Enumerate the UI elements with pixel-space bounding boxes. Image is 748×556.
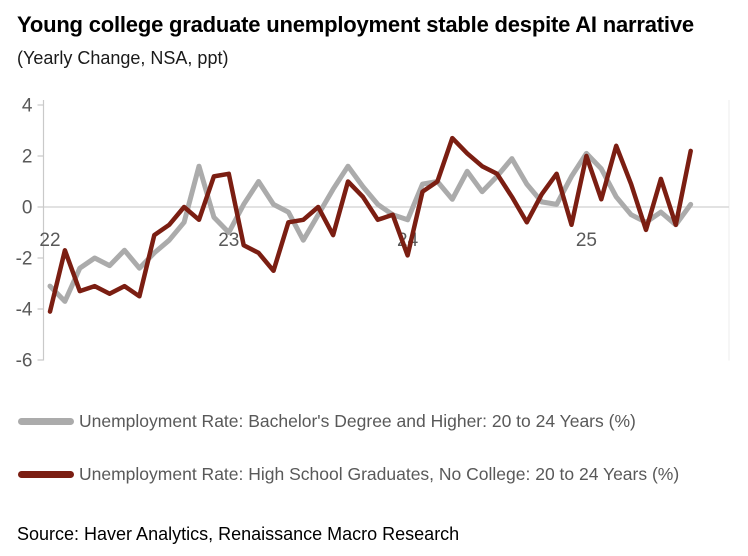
legend-label-bachelor: Unemployment Rate: Bachelor's Degree and… <box>79 410 636 431</box>
y-tick-label: -4 <box>16 300 33 321</box>
y-tick-label: 4 <box>22 96 33 117</box>
x-tick-label: 22 <box>39 230 60 251</box>
legend-item-bachelor: Unemployment Rate: Bachelor's Degree and… <box>18 407 738 435</box>
chart-subtitle: (Yearly Change, NSA, ppt) <box>17 48 229 68</box>
y-tick-label: -2 <box>16 249 33 270</box>
x-tick-label: 25 <box>576 230 597 251</box>
y-tick-label: 0 <box>22 198 33 219</box>
legend-label-hs: Unemployment Rate: High School Graduates… <box>79 463 680 484</box>
source-attribution: Source: Haver Analytics, Renaissance Mac… <box>17 524 460 544</box>
hs-series-swatch-icon <box>18 470 74 478</box>
line-chart-plot: 420-2-4-622 23 24 25 <box>16 96 730 372</box>
series-line-hs <box>47 135 693 314</box>
y-tick-label: 2 <box>22 147 33 168</box>
chart-legend: Unemployment Rate: Bachelor's Degree and… <box>18 407 738 513</box>
x-tick-label: 23 <box>218 230 239 251</box>
bachelor-series-swatch-icon <box>18 417 74 425</box>
chart-title: Young college graduate unemployment stab… <box>17 12 694 37</box>
y-tick-label: -6 <box>16 351 33 372</box>
legend-item-hs: Unemployment Rate: High School Graduates… <box>18 460 738 488</box>
